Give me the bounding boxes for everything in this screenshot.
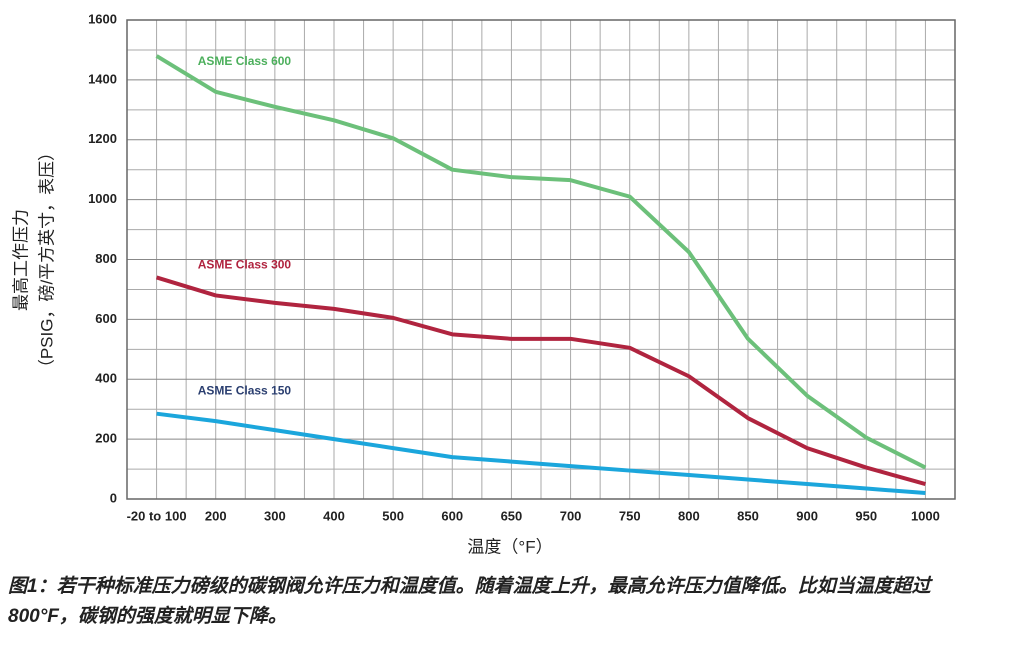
y-tick-label: 1000 <box>88 191 117 206</box>
x-tick-label: 1000 <box>911 508 940 523</box>
y-axis-label: 最高工作压力 <box>11 209 30 311</box>
x-tick-label: 400 <box>323 508 345 523</box>
y-tick-label: 400 <box>95 371 117 386</box>
x-tick-label: 200 <box>205 508 227 523</box>
x-tick-label: -20 to 100 <box>127 508 187 523</box>
series-line <box>155 275 926 486</box>
x-axis-label: 温度（°F） <box>467 537 552 556</box>
x-tick-label: 600 <box>441 508 463 523</box>
series-line <box>156 411 926 496</box>
y-tick-label: 0 <box>110 490 117 505</box>
x-tick-label: 850 <box>737 508 759 523</box>
series-label: ASME Class 150 <box>198 383 292 397</box>
y-tick-label: 600 <box>95 311 117 326</box>
y-tick-label: 1200 <box>88 131 117 146</box>
y-axis-label: （PSIG，磅/平方英寸，表压） <box>37 144 56 376</box>
x-tick-label: 800 <box>678 508 700 523</box>
x-tick-label: 500 <box>382 508 404 523</box>
y-tick-label: 1400 <box>88 71 117 86</box>
plot-frame <box>126 19 956 500</box>
y-tick-label: 200 <box>95 431 117 446</box>
x-tick-label: 750 <box>619 508 641 523</box>
x-tick-label: 900 <box>796 508 818 523</box>
y-tick-label: 1600 <box>88 11 117 26</box>
series-line <box>155 54 927 470</box>
x-tick-label: 300 <box>264 508 286 523</box>
chart: 温度（°F） 最高工作压力 （PSIG，磅/平方英寸，表压） 0 200 400 60… <box>11 11 956 556</box>
x-tick-label: 650 <box>501 508 523 523</box>
series-label: ASME Class 600 <box>198 54 292 68</box>
x-tick-label: 700 <box>560 508 582 523</box>
series-label: ASME Class 300 <box>198 258 292 272</box>
y-tick-label: 800 <box>95 251 117 266</box>
x-tick-label: 950 <box>855 508 877 523</box>
caption: 图1：若干种标准压力磅级的碳钢阀允许压力和温度值。随着温度上升，最高允许压力值降… <box>8 576 931 627</box>
